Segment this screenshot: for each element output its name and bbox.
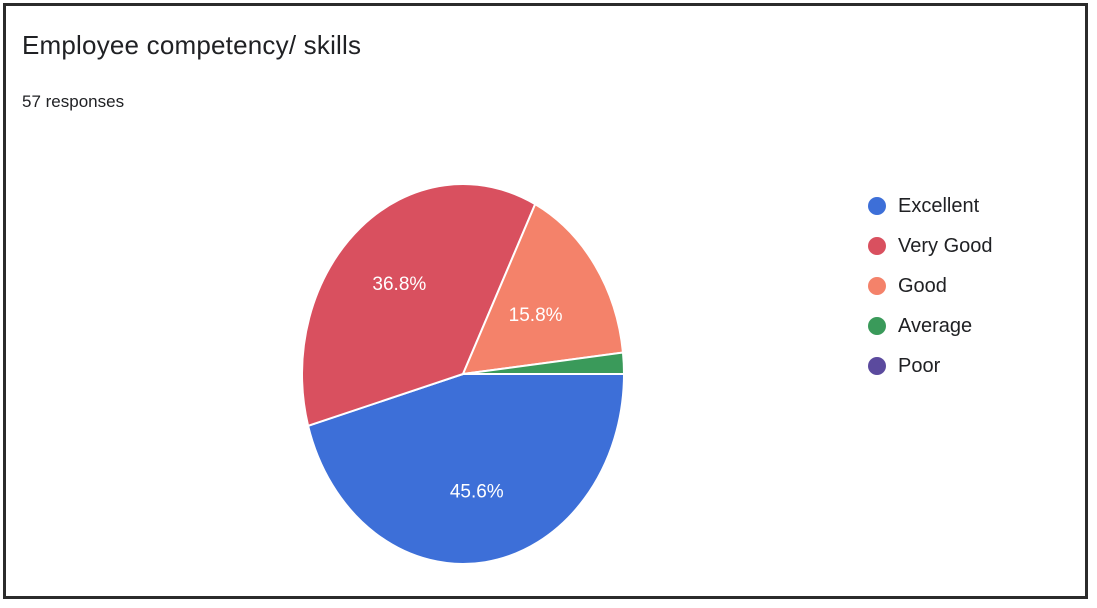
pie-labels: 45.6% 36.8% 15.8% <box>372 274 562 502</box>
response-count: 57 responses <box>22 92 125 111</box>
pie-slice-excellent[interactable] <box>306 373 626 565</box>
pie-chart: 45.6% 36.8% 15.8% <box>301 183 626 565</box>
legend-item-poor[interactable]: Poor <box>868 346 993 386</box>
legend-label-very-good: Very Good <box>898 234 993 257</box>
pie-slices <box>301 183 626 565</box>
chart-card: Employee competency/ skills 57 responses… <box>3 3 1088 599</box>
data-label-excellent: 45.6% <box>450 482 504 503</box>
legend-label-average: Average <box>898 314 973 337</box>
chart-title: Employee competency/ skills <box>22 30 362 60</box>
legend-swatch-very-good <box>868 237 886 255</box>
legend-item-average[interactable]: Average <box>868 306 993 346</box>
legend-item-good[interactable]: Good <box>868 266 993 306</box>
legend-swatch-good <box>868 277 886 295</box>
legend-swatch-poor <box>868 357 886 375</box>
legend-label-good: Good <box>898 274 947 297</box>
legend-label-excellent: Excellent <box>898 194 980 217</box>
pie-slice-very-good[interactable] <box>301 183 537 428</box>
legend-item-very-good[interactable]: Very Good <box>868 226 993 266</box>
data-label-very-good: 36.8% <box>372 274 426 295</box>
pie-slice-average[interactable] <box>462 351 626 375</box>
legend-swatch-excellent <box>868 197 886 215</box>
chart-legend: Excellent Very Good Good Average Poor <box>868 186 993 386</box>
data-label-good: 15.8% <box>509 305 563 326</box>
legend-swatch-average <box>868 317 886 335</box>
legend-label-poor: Poor <box>898 354 941 377</box>
pie-slice-good[interactable] <box>461 202 625 376</box>
legend-item-excellent[interactable]: Excellent <box>868 186 993 226</box>
